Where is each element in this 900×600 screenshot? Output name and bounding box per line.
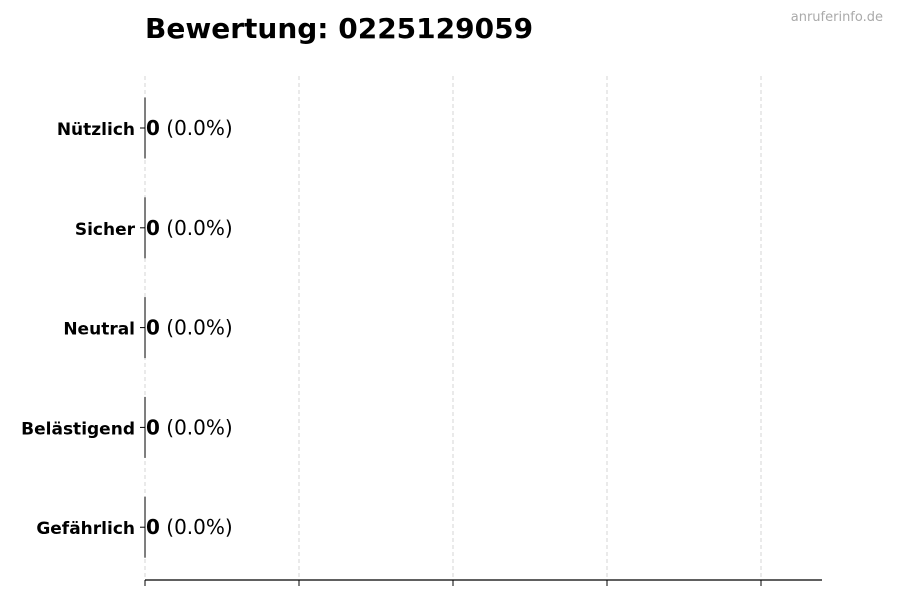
data-label-count: 0 (146, 515, 160, 539)
chart-title: Bewertung: 0225129059 (145, 12, 534, 45)
data-label-percent: (0.0%) (160, 415, 233, 439)
data-label-count: 0 (146, 216, 160, 240)
y-tick-label: Nützlich (57, 120, 135, 140)
data-label-percent: (0.0%) (160, 216, 233, 240)
y-tick-label: Gefährlich (36, 519, 135, 539)
data-label-count: 0 (146, 415, 160, 439)
data-label: 0 (0.0%) (146, 316, 233, 340)
data-label: 0 (0.0%) (146, 415, 233, 439)
data-label-count: 0 (146, 116, 160, 140)
data-label: 0 (0.0%) (146, 216, 233, 240)
y-tick-label: Sicher (75, 220, 136, 240)
data-label: 0 (0.0%) (146, 116, 233, 140)
data-label-count: 0 (146, 316, 160, 340)
y-tick-label: Belästigend (21, 419, 135, 439)
watermark: anruferinfo.de (790, 10, 883, 25)
data-label-percent: (0.0%) (160, 116, 233, 140)
data-label: 0 (0.0%) (146, 515, 233, 539)
data-label-percent: (0.0%) (160, 515, 233, 539)
y-tick-label: Neutral (63, 320, 135, 340)
data-label-percent: (0.0%) (160, 316, 233, 340)
